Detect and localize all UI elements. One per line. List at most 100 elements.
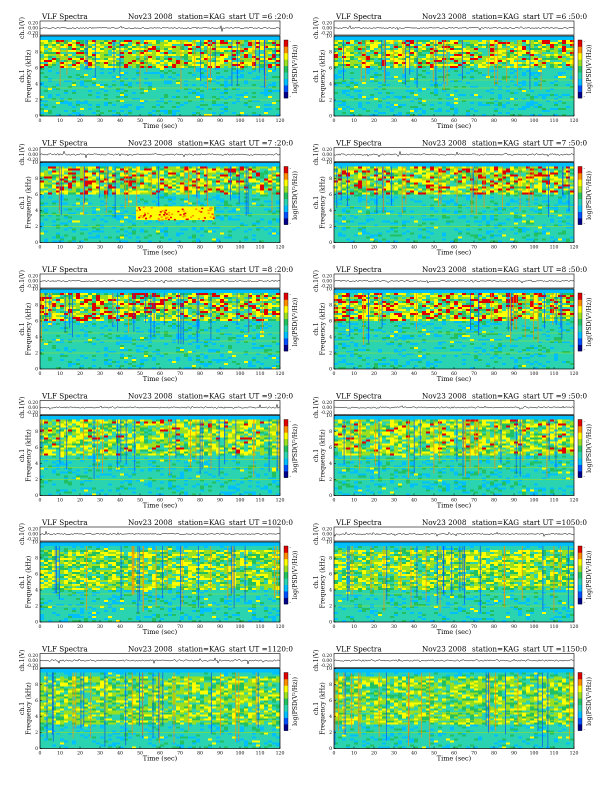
emission-event-cell [160, 211, 162, 213]
spectrogram-cell [366, 211, 370, 213]
spectrogram-cell [570, 52, 574, 54]
spectrogram-cell [220, 96, 224, 98]
emission-event-cell [142, 217, 144, 219]
spectrogram-cell [510, 191, 514, 193]
spectrogram-cell [446, 44, 450, 46]
spectrogram-cell [342, 90, 346, 92]
spectrogram-cell [358, 173, 362, 175]
spectrogram-cell [354, 56, 358, 58]
spectrogram-cell [128, 60, 132, 62]
spectrogram-cell [334, 64, 338, 66]
spectrogram-cell [410, 199, 414, 201]
spectrogram-cell [152, 58, 156, 60]
spectrogram-cell [478, 185, 482, 187]
colorbar-segment [284, 212, 288, 219]
time-tick-label: 40 [117, 118, 123, 124]
time-tick-label: 100 [236, 245, 245, 251]
spectrogram-cell [446, 175, 450, 177]
spectrogram-cell [390, 191, 394, 193]
spectrogram-cell [48, 46, 52, 48]
spectrogram-cell [534, 40, 538, 42]
spectrogram-cell [156, 177, 160, 179]
spectrogram-cell [216, 181, 220, 183]
emission-line [40, 88, 280, 89]
spectrogram-cell [212, 96, 216, 98]
sferic-spike [196, 167, 197, 198]
spectrogram-cell [334, 82, 338, 84]
spectrogram-cell [196, 70, 200, 72]
spectrogram-cell [124, 169, 128, 171]
spectrogram-cell [68, 66, 72, 68]
spectrogram-cell [342, 54, 346, 56]
spectrogram-cell [546, 173, 550, 175]
spectrogram-cell [108, 169, 112, 171]
spectrogram-cell [390, 189, 394, 191]
spectrogram-cell [426, 177, 430, 179]
spectrogram-cell [216, 44, 220, 46]
spectrogram-cell [406, 177, 410, 179]
spectrogram-cell [450, 167, 454, 169]
spectrogram-cell [550, 177, 554, 179]
spectrogram-cell [208, 199, 212, 201]
sferic-spike [181, 40, 182, 89]
spectrogram-cell [422, 167, 426, 169]
sferic-spike [476, 167, 477, 215]
spectrogram-cell [506, 102, 510, 104]
spectrogram-cell [52, 171, 56, 173]
spectrogram-cell [522, 106, 526, 108]
spectrogram-cell [394, 40, 398, 42]
spectrogram-cell [430, 173, 434, 175]
spectrogram-cell [60, 177, 64, 179]
spectrogram-cell [124, 64, 128, 66]
spectrogram-cell [546, 46, 550, 48]
spectrogram-cell [366, 58, 370, 60]
spectrogram-cell [176, 66, 180, 68]
spectrogram-cell [470, 44, 474, 46]
spectrogram-cell [478, 187, 482, 189]
spectrogram-cell [76, 323, 80, 325]
emission-event-cell [139, 209, 141, 211]
spectrogram-cell [88, 54, 92, 56]
emission-event-cell [159, 214, 161, 216]
spectrogram-cell [56, 235, 60, 237]
spectrogram-cell [256, 199, 260, 201]
spectrogram-cell [156, 173, 160, 175]
spectrogram-cell [132, 40, 136, 42]
spectrogram-cell [358, 102, 362, 104]
spectrogram-cell [422, 185, 426, 187]
spectrogram-cell [264, 179, 268, 181]
spectrogram-cell [378, 185, 382, 187]
spectrogram-cell [334, 189, 338, 191]
spectrogram-cell [410, 92, 414, 94]
spectrogram-cell [434, 173, 438, 175]
spectrogram-cell [498, 171, 502, 173]
spectrogram-cell [248, 42, 252, 44]
spectrogram-cell [354, 90, 358, 92]
spectrogram-cell [264, 92, 268, 94]
spectrogram-cell [84, 307, 88, 309]
spectrogram-cell [184, 84, 188, 86]
spectrogram-cell [374, 46, 378, 48]
spectrogram-cell [84, 303, 88, 305]
spectrogram-cell [248, 50, 252, 52]
spectrogram-cell [96, 104, 100, 106]
spectrogram-cell [96, 56, 100, 58]
spectrogram-cell [410, 175, 414, 177]
spectrogram-cell [164, 195, 168, 197]
spectrogram-cell [422, 40, 426, 42]
spectrogram-cell [124, 72, 128, 74]
spectrogram-cell [176, 60, 180, 62]
colorbar-segment [578, 40, 582, 47]
spectrogram-cell [450, 66, 454, 68]
spectrogram-cell [414, 106, 418, 108]
spectrogram-cell [562, 239, 566, 241]
spectrogram-cell [418, 52, 422, 54]
spectrogram-cell [180, 191, 184, 193]
spectrogram-cell [450, 187, 454, 189]
spectrogram-cell [188, 66, 192, 68]
spectrogram-cell [550, 94, 554, 96]
spectrogram-cell [350, 64, 354, 66]
spectrogram-cell [362, 183, 366, 185]
spectrogram-cell [434, 171, 438, 173]
spectrogram-cell [60, 359, 64, 361]
